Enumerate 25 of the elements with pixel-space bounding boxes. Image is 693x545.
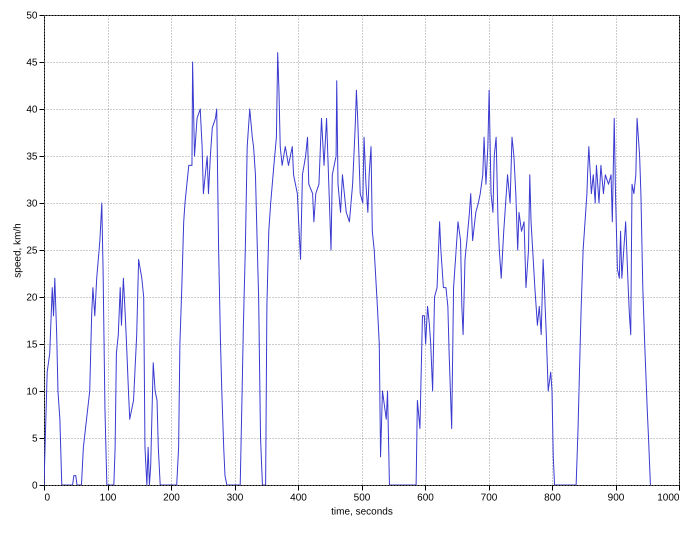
- y-tick-label: 25: [26, 246, 38, 256]
- y-tick-label: 20: [26, 292, 38, 304]
- y-tick-label: 40: [26, 104, 38, 116]
- y-tick-label: 0: [32, 480, 38, 492]
- x-axis-title: time, seconds: [331, 506, 393, 518]
- y-tick-label: 5: [32, 434, 38, 444]
- x-tick-label: 0: [44, 492, 50, 504]
- line-series: [44, 52, 651, 485]
- y-tick-label: 50: [26, 10, 38, 22]
- y-tick-label: 35: [26, 152, 38, 162]
- x-tick-label: 200: [163, 492, 180, 504]
- x-tick-label: 900: [608, 492, 625, 504]
- y-tick-label: 10: [26, 386, 38, 398]
- x-tick-label: 1000: [657, 492, 680, 504]
- x-tick-label: 800: [544, 492, 562, 504]
- y-axis-title: speed, km/h: [12, 223, 24, 278]
- x-tick-label: 600: [417, 492, 434, 504]
- y-tick-label: 15: [26, 340, 38, 350]
- x-tick-label: 700: [480, 492, 498, 504]
- y-tick-label: 45: [26, 58, 38, 68]
- x-tick-label: 500: [354, 492, 371, 504]
- y-tick-label: 30: [26, 198, 38, 210]
- x-tick-label: 300: [226, 492, 244, 504]
- x-tick-label: 100: [100, 492, 117, 504]
- x-tick-label: 400: [290, 492, 308, 504]
